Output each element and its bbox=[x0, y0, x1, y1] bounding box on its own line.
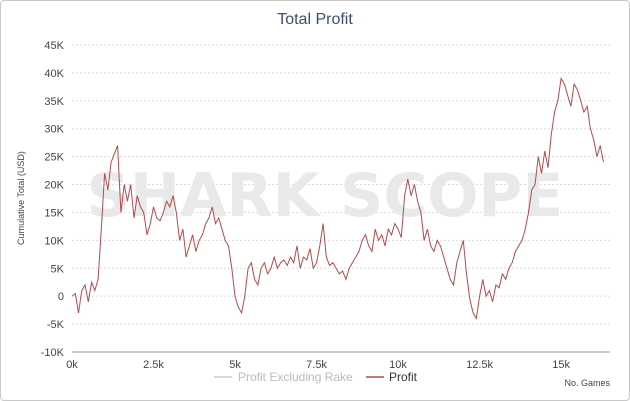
legend: Profit Excluding Rake Profit bbox=[214, 370, 418, 384]
x-tick-label: 5k bbox=[229, 359, 241, 371]
y-tick-label: 30K bbox=[44, 124, 64, 136]
legend-item-profit[interactable]: Profit bbox=[366, 370, 418, 384]
watermark: SHARK SCOPE bbox=[87, 161, 564, 231]
x-tick-label: 2.5k bbox=[143, 359, 164, 371]
y-tick-label: 5K bbox=[51, 263, 65, 275]
x-axis-tick-labels: 0k 2.5k 5k 7.5k 10k 12.5k 15k bbox=[66, 359, 570, 371]
y-tick-label: 45K bbox=[44, 40, 64, 52]
y-tick-label: 10K bbox=[44, 235, 64, 247]
legend-item-excluding-rake[interactable]: Profit Excluding Rake bbox=[214, 370, 353, 384]
legend-excluding-rake-label: Profit Excluding Rake bbox=[238, 370, 353, 384]
x-tick-label: 12.5k bbox=[466, 359, 493, 371]
y-axis-tick-labels: -10K -5K 0 5K 10K 15K 20K 25K 30K 35K 40K 45K bbox=[41, 40, 65, 359]
y-axis-label: Cumulative Total (USD) bbox=[16, 151, 26, 245]
x-tick-label: 15k bbox=[552, 359, 570, 371]
y-tick-label: 40K bbox=[44, 68, 64, 80]
profit-series-line[interactable] bbox=[71, 77, 604, 321]
x-tick-label: 7.5k bbox=[306, 359, 327, 371]
y-tick-label: 15K bbox=[44, 207, 64, 219]
x-tick-label: 10k bbox=[389, 359, 407, 371]
y-tick-label: 20K bbox=[44, 180, 64, 192]
x-tick-label: 0k bbox=[66, 359, 78, 371]
x-axis-label: No. Games bbox=[564, 378, 610, 388]
y-tick-label: 0 bbox=[58, 291, 64, 303]
y-tick-label: 35K bbox=[44, 96, 64, 108]
chart-title: Total Profit bbox=[277, 11, 353, 28]
y-tick-label: 25K bbox=[44, 152, 64, 164]
legend-profit-label: Profit bbox=[389, 370, 418, 384]
y-tick-label: -5K bbox=[47, 319, 65, 331]
y-tick-label: -10K bbox=[41, 347, 65, 359]
